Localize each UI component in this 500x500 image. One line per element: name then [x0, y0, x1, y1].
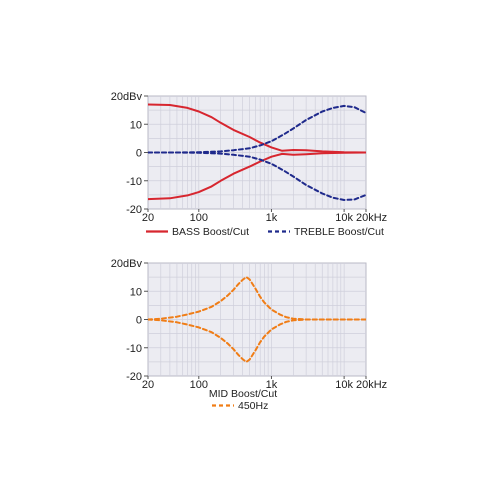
legend: BASS Boost/Cut TREBLE Boost/Cut	[146, 226, 384, 238]
legend-label: TREBLE Boost/Cut	[294, 226, 384, 238]
y-tick-label: -10	[126, 176, 142, 188]
x-tick-label: 20kHz	[356, 212, 387, 224]
series-line	[148, 276, 366, 321]
x-tick-label: 100	[190, 379, 208, 391]
series-line	[148, 104, 366, 154]
y-tick-label: -20	[126, 371, 142, 383]
series-line	[148, 151, 366, 201]
series-group	[148, 103, 366, 201]
series-group	[148, 276, 366, 363]
y-tick-label: -10	[126, 343, 142, 355]
y-tick-label: 10	[130, 286, 142, 298]
x-tick-label: 1k	[266, 379, 278, 391]
y-tick-label: 20dBv	[111, 258, 143, 270]
x-tick-label: 20kHz	[356, 379, 387, 391]
y-tick-label: 20dBv	[111, 91, 143, 103]
legend-label: BASS Boost/Cut	[172, 226, 249, 238]
x-tick-label: 1k	[266, 212, 278, 224]
x-tick-label: 10k	[335, 212, 353, 224]
x-tick-label: 20	[142, 212, 154, 224]
x-tick-label: 10k	[335, 379, 353, 391]
y-tick-label: 10	[130, 119, 142, 131]
legend-title: MID Boost/Cut	[209, 388, 277, 400]
legend-label: 450Hz	[238, 400, 268, 412]
series-line	[148, 151, 366, 201]
y-tick-label: -20	[126, 204, 142, 216]
y-tick-label: 0	[136, 315, 142, 327]
series-line	[148, 103, 366, 154]
y-tick-label: 0	[136, 148, 142, 160]
x-tick-label: 20	[142, 379, 154, 391]
x-tick-label: 100	[190, 212, 208, 224]
series-line	[148, 318, 366, 363]
grid	[148, 96, 366, 209]
